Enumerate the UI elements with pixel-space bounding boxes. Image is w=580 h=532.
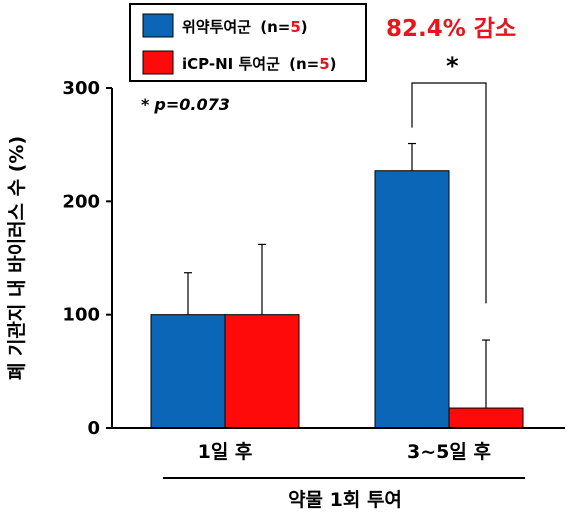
axes-layer	[111, 88, 565, 429]
bars-layer	[150, 170, 524, 429]
legend-n-close: )	[301, 18, 308, 36]
legend-n-value: 5	[290, 18, 300, 36]
legend-label-placebo: 위약투여군 (n=5)	[182, 18, 308, 36]
legend: 위약투여군 (n=5) iCP-NI 투여군 (n=5)	[129, 3, 367, 82]
y-ticks-layer: 0 100 200 300	[62, 78, 112, 439]
legend-swatch-icpni	[142, 50, 174, 75]
bar	[448, 407, 524, 429]
legend-swatch-placebo	[142, 13, 174, 38]
y-axis-label: 폐 기관지 내 바이러스 수 (%)	[6, 136, 28, 380]
bar	[150, 314, 226, 429]
p-value-star: *	[141, 95, 150, 114]
legend-series-name: 위약투여군	[182, 18, 251, 36]
legend-n-open: (n=	[260, 18, 290, 36]
category-label: 3~5일 후	[407, 441, 491, 463]
legend-n-close: )	[330, 55, 337, 73]
reduction-annotation: 82.4% 감소	[386, 16, 516, 42]
y-tick-label: 0	[87, 418, 100, 439]
bar	[224, 314, 300, 429]
legend-label-icpni: iCP-NI 투여군 (n=5)	[182, 55, 337, 73]
significance-star: *	[446, 52, 459, 80]
legend-n-value: 5	[319, 55, 329, 73]
legend-n-open: (n=	[289, 55, 319, 73]
bracket-line	[411, 82, 487, 304]
error-bars-layer	[184, 142, 490, 409]
p-value-text: p=0.073	[153, 95, 229, 114]
y-tick-label: 200	[62, 191, 100, 212]
p-value-annotation: * p=0.073	[141, 95, 230, 114]
y-tick-label: 300	[62, 78, 100, 99]
y-tick-label: 100	[62, 305, 100, 326]
significance-bracket	[411, 82, 487, 304]
legend-series-name: iCP-NI 투여군	[182, 55, 280, 73]
x-axis-label: 약물 1회 투여	[288, 489, 402, 511]
category-label: 1일 후	[198, 441, 253, 463]
category-labels-layer: 1일 후 3~5일 후	[198, 441, 491, 463]
bar	[374, 170, 450, 429]
